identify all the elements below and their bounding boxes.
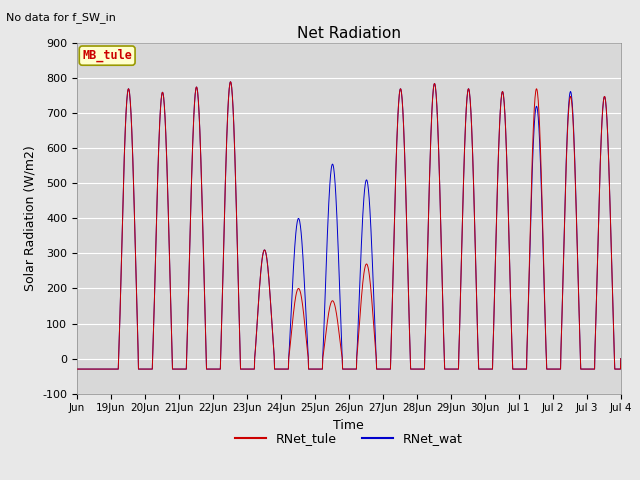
Text: MB_tule: MB_tule [82, 49, 132, 62]
RNet_tule [610, 348, 618, 353]
RNet_wat [324, 207, 332, 213]
RNet_tule [73, 366, 81, 372]
RNet_wat [227, 79, 234, 84]
Legend: RNet_tule, RNet_wat: RNet_tule, RNet_wat [230, 427, 468, 450]
RNet_tule [617, 356, 625, 361]
RNet_wat [335, 260, 342, 265]
Line: RNet_wat: RNet_wat [77, 82, 621, 369]
RNet_wat [73, 366, 81, 372]
RNet_tule [335, 327, 342, 333]
X-axis label: Time: Time [333, 419, 364, 432]
Line: RNet_tule: RNet_tule [77, 82, 621, 369]
RNet_tule [477, 366, 485, 372]
Title: Net Radiation: Net Radiation [297, 25, 401, 41]
RNet_tule [324, 312, 332, 317]
RNet_tule [158, 91, 166, 97]
RNet_wat [610, 348, 618, 353]
RNet_wat [617, 356, 625, 361]
RNet_wat [158, 91, 166, 97]
RNet_tule [227, 79, 234, 84]
Text: No data for f_SW_in: No data for f_SW_in [6, 12, 116, 23]
RNet_wat [477, 366, 485, 372]
RNet_tule [557, 348, 564, 354]
Y-axis label: Solar Radiation (W/m2): Solar Radiation (W/m2) [24, 145, 36, 291]
RNet_wat [557, 348, 564, 354]
